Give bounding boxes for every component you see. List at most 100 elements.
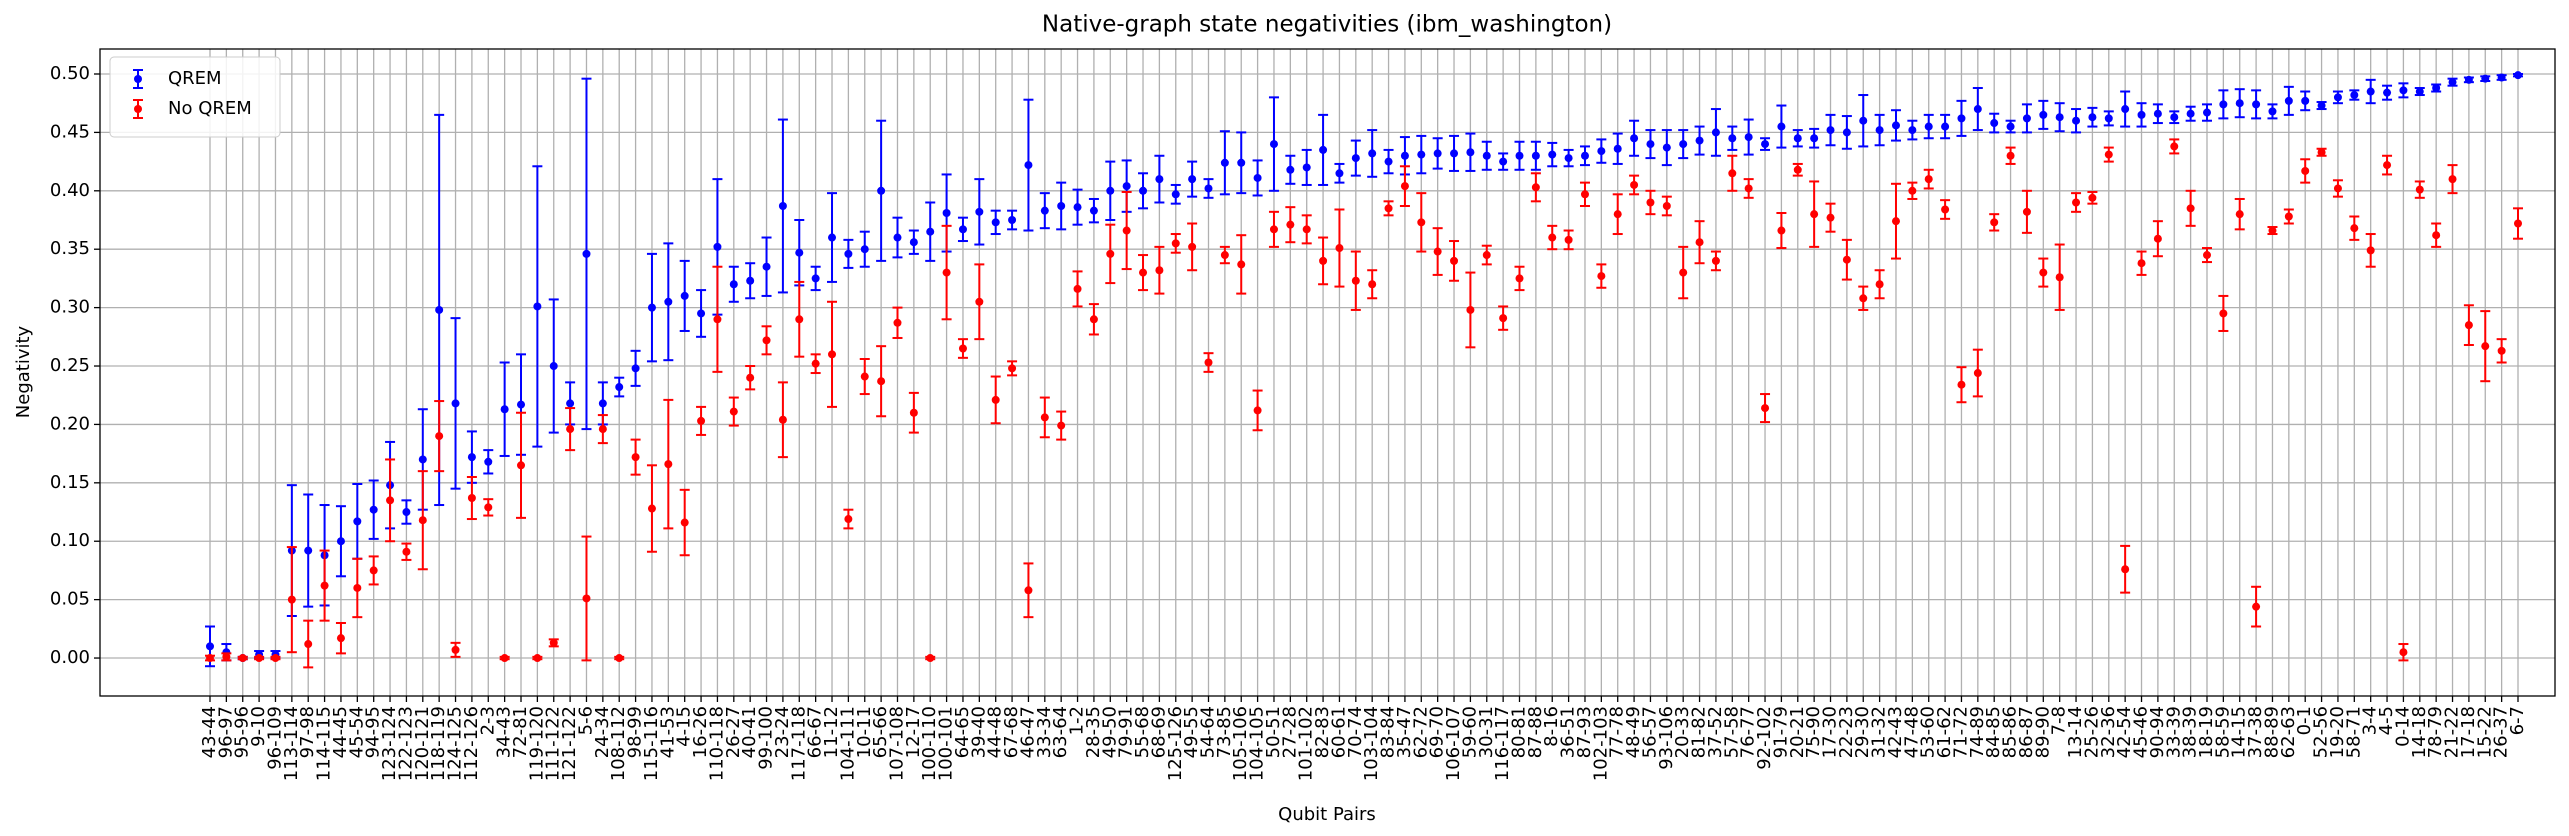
data-point xyxy=(697,309,706,318)
data-point xyxy=(2481,74,2490,83)
data-point xyxy=(2301,166,2310,175)
data-point xyxy=(680,518,689,527)
x-tick-label: 95-96 xyxy=(232,706,253,758)
x-tick-label: 79-91 xyxy=(1116,706,1137,758)
data-point xyxy=(1777,226,1786,235)
data-point xyxy=(1941,205,1950,214)
data-point xyxy=(566,425,575,434)
x-tick-label: 82-83 xyxy=(1312,706,1333,758)
x-tick-label: 31-32 xyxy=(1869,706,1890,758)
data-point xyxy=(1122,226,1131,235)
data-point xyxy=(2137,110,2146,119)
data-point xyxy=(1662,201,1671,210)
x-tick-label: 21-22 xyxy=(2442,706,2463,758)
data-point xyxy=(533,302,542,311)
data-point xyxy=(2219,309,2228,318)
y-tick-label: 0.45 xyxy=(50,121,90,142)
data-point xyxy=(647,504,656,513)
x-tick-label: 99-100 xyxy=(756,706,777,770)
data-point xyxy=(500,654,509,663)
x-tick-label: 60-61 xyxy=(1328,706,1349,758)
data-point xyxy=(1319,256,1328,265)
data-point xyxy=(598,425,607,434)
data-point xyxy=(762,336,771,345)
x-tick-label: 73-85 xyxy=(1214,706,1235,758)
data-point xyxy=(795,315,804,324)
plot-frame xyxy=(99,48,2556,697)
data-point xyxy=(1924,175,1933,184)
y-tick-label: 0.40 xyxy=(50,180,90,201)
data-point xyxy=(1548,233,1557,242)
x-tick-label: 93-106 xyxy=(1656,706,1677,770)
data-point xyxy=(811,274,820,283)
x-tick-label: 20-33 xyxy=(1672,706,1693,758)
data-point xyxy=(1237,158,1246,167)
x-tick-label: 92-102 xyxy=(1754,706,1775,770)
data-point xyxy=(418,516,427,525)
x-tick-label: 10-11 xyxy=(854,706,875,758)
data-point xyxy=(1728,134,1737,143)
x-tick-label: 11-12 xyxy=(821,706,842,758)
x-tick-label: 59-60 xyxy=(1459,706,1480,758)
data-point xyxy=(2121,565,2130,574)
data-point xyxy=(975,297,984,306)
data-point xyxy=(2268,226,2277,235)
x-axis-label: Qubit Pairs xyxy=(1278,804,1376,825)
data-point xyxy=(942,268,951,277)
x-tick-label: 50-51 xyxy=(1263,706,1284,758)
x-tick-label: 80-81 xyxy=(1509,706,1530,758)
data-point xyxy=(1613,144,1622,153)
data-point xyxy=(680,291,689,300)
x-tick-label: 20-21 xyxy=(1787,706,1808,758)
data-point xyxy=(713,242,722,251)
legend-box xyxy=(109,56,281,138)
data-point xyxy=(991,395,1000,404)
x-tick-label: 3-4 xyxy=(2360,706,2381,735)
x-tick-label: 76-77 xyxy=(1738,706,1759,758)
y-tick-label: 0.05 xyxy=(50,589,90,610)
data-point xyxy=(369,505,378,514)
x-tick-label: 81-82 xyxy=(1689,706,1710,758)
data-point xyxy=(467,494,476,503)
data-point xyxy=(2448,78,2457,87)
data-point xyxy=(1106,186,1115,195)
data-point xyxy=(2481,342,2490,351)
x-tick-label: 39-40 xyxy=(968,706,989,758)
data-point xyxy=(1073,203,1082,212)
data-point xyxy=(1368,149,1377,158)
y-tick-label: 0.30 xyxy=(50,297,90,318)
data-point xyxy=(926,227,935,236)
data-point xyxy=(2039,110,2048,119)
x-tick-label: 68-69 xyxy=(1148,706,1169,758)
data-point xyxy=(1155,266,1164,275)
data-point xyxy=(1630,180,1639,189)
data-point xyxy=(2464,75,2473,84)
x-tick-label: 56-57 xyxy=(1639,706,1660,758)
x-tick-label: 32-36 xyxy=(2098,706,2119,758)
data-point xyxy=(1973,105,1982,114)
legend-swatch xyxy=(134,75,142,83)
data-point xyxy=(1728,169,1737,178)
x-tick-label: 48-49 xyxy=(1623,706,1644,758)
x-tick-label: 35-47 xyxy=(1394,706,1415,758)
data-point xyxy=(1155,175,1164,184)
data-point xyxy=(958,225,967,234)
data-point xyxy=(2333,93,2342,102)
data-point xyxy=(1711,256,1720,265)
x-tick-label: 1-2 xyxy=(1067,706,1088,735)
data-point xyxy=(631,364,640,373)
data-point xyxy=(418,455,427,464)
ticks: 0.00 0.05 0.10 0.15 0.20 0.25 0.30 0.35 0.40 0.45… xyxy=(50,63,2528,781)
x-tick-label: 94-95 xyxy=(363,706,384,758)
data-point xyxy=(1139,186,1148,195)
data-point xyxy=(1646,140,1655,149)
data-point xyxy=(1253,173,1262,182)
data-point xyxy=(500,405,509,414)
data-point xyxy=(582,249,591,258)
x-tick-label: 105-106 xyxy=(1230,706,1251,781)
data-point xyxy=(1204,184,1213,193)
data-point xyxy=(206,654,214,663)
data-point xyxy=(1253,406,1262,415)
y-tick-label: 0.25 xyxy=(50,355,90,376)
